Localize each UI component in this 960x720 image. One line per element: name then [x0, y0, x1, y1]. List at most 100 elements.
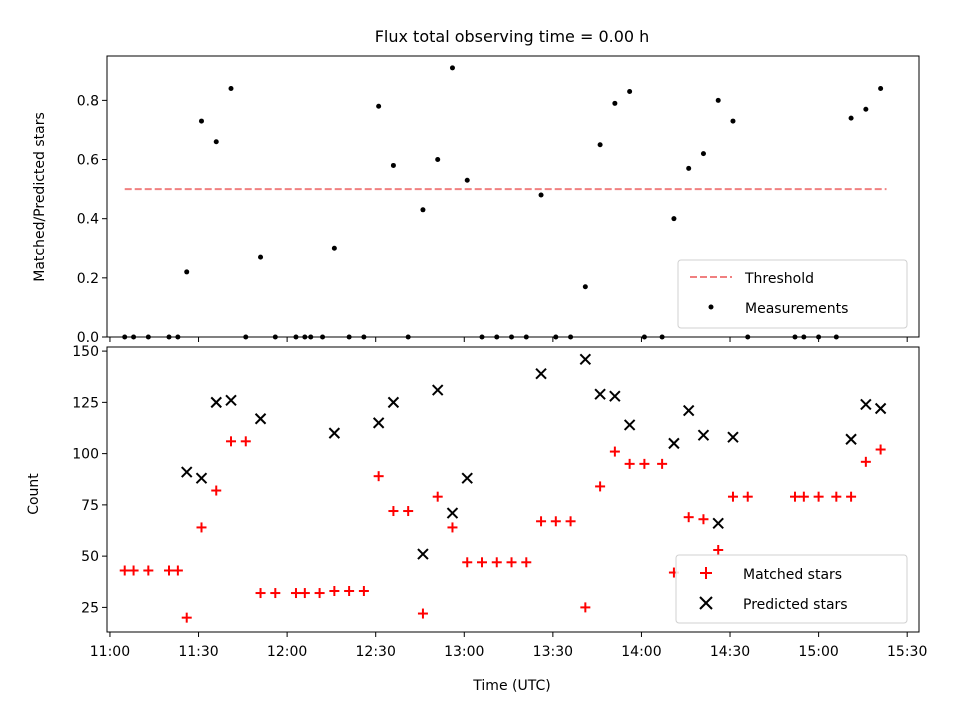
measurement-point: [878, 86, 884, 92]
matched-star-point: [196, 522, 207, 533]
matched-star-point: [860, 456, 871, 467]
matched-star-point: [388, 506, 399, 517]
ratio-marks: [122, 65, 887, 340]
chart-title: Flux total observing time = 0.00 h: [375, 27, 650, 46]
count-y-ticks: 25 50 75 100 125 150: [72, 344, 107, 616]
x-axis-label: Time (UTC): [472, 678, 550, 694]
count-y-tick-label: 125: [72, 395, 99, 411]
count-y-tick-label: 25: [81, 600, 99, 616]
count-x-tick-label: 11:30: [178, 644, 218, 660]
matched-star-point: [119, 565, 130, 576]
legend-predicted-label: Predicted stars: [743, 597, 848, 613]
predicted-star-point: [210, 396, 222, 409]
ratio-y-ticks: 0.0 0.2 0.4 0.6 0.8: [77, 93, 107, 346]
measurement-point: [449, 65, 455, 71]
matched-star-point: [314, 588, 325, 599]
matched-star-point: [299, 588, 310, 599]
predicted-star-point: [712, 517, 724, 530]
measurement-point: [715, 97, 721, 103]
matched-star-point: [432, 491, 443, 502]
ratio-panel: 0.00.20.40.60.8 Matched/Predicted stars …: [32, 55, 920, 346]
measurement-point: [538, 192, 544, 198]
predicted-star-point: [328, 427, 341, 439]
measurement-point: [686, 165, 692, 171]
predicted-star-point: [254, 413, 267, 425]
count-panel: 11:00 11:30 12:00 12:30 13:00 13:30 14:00 14:30…: [26, 344, 927, 694]
count-legend: Matched stars Predicted stars: [675, 554, 908, 624]
predicted-star-point: [387, 396, 400, 409]
ratio-y-tick-label: 0.6: [77, 153, 99, 169]
predicted-star-point: [225, 394, 237, 407]
measurement-point: [863, 106, 869, 112]
count-x-tick-label: 12:00: [267, 644, 307, 660]
count-y-tick-label: 75: [81, 498, 99, 514]
matched-star-point: [550, 516, 561, 527]
predicted-star-point: [860, 398, 872, 411]
predicted-star-point: [682, 404, 695, 417]
count-y-tick-label: 50: [81, 549, 99, 565]
matched-star-point: [462, 557, 473, 568]
ratio-legend: Threshold Measurements: [677, 259, 908, 329]
measurement-point: [464, 177, 470, 183]
measurement-point: [213, 139, 219, 145]
ratio-y-tick-label: 0.8: [77, 93, 99, 109]
measurement-point: [582, 284, 588, 290]
measurement-point: [700, 151, 706, 157]
ratio-panel-frame: [106, 55, 920, 338]
matched-star-point: [698, 514, 709, 525]
measurement-point: [228, 86, 234, 92]
matched-star-point: [580, 602, 591, 613]
matched-star-point: [164, 565, 175, 576]
predicted-star-point: [874, 402, 887, 415]
matched-star-point: [831, 491, 842, 502]
matched-star-point: [506, 557, 517, 568]
legend-measurements-label: Measurements: [745, 301, 848, 317]
measurement-point: [671, 216, 677, 222]
measurement-point: [420, 207, 426, 213]
matched-star-point: [240, 436, 251, 447]
predicted-star-point: [181, 466, 193, 478]
predicted-star-point: [727, 431, 739, 443]
matched-star-point: [255, 588, 266, 599]
predicted-star-point: [446, 507, 459, 519]
matched-star-point: [798, 491, 809, 502]
count-x-tick-label: 13:30: [533, 644, 573, 660]
count-x-tick-label: 14:00: [621, 644, 661, 660]
measurement-point: [184, 269, 190, 275]
predicted-star-point: [668, 437, 680, 450]
matched-star-point: [181, 612, 192, 623]
matched-star-point: [639, 458, 650, 469]
measurement-point: [376, 103, 382, 109]
predicted-star-point: [609, 390, 621, 402]
predicted-star-point: [461, 472, 473, 484]
ratio-y-tick-label: 0.2: [77, 271, 99, 287]
predicted-star-point: [195, 472, 208, 484]
ratio-x-ticks: [109, 337, 908, 342]
matched-star-point: [403, 506, 414, 517]
matched-star-point: [813, 491, 824, 502]
legend-measurements-swatch: [708, 304, 714, 310]
matched-star-point: [373, 471, 384, 482]
count-marks: [119, 353, 887, 623]
ratio-y-tick-label: 0.4: [77, 212, 99, 228]
count-x-tick-label: 12:30: [356, 644, 396, 660]
matched-star-point: [417, 608, 428, 619]
count-legend-box: [675, 554, 908, 624]
matched-star-point: [128, 565, 139, 576]
measurement-point: [612, 100, 618, 106]
ratio-y-tick-label: 0.0: [77, 330, 99, 346]
matched-star-point: [742, 491, 753, 502]
predicted-star-point: [594, 388, 606, 400]
measurement-point: [258, 254, 264, 260]
matched-star-point: [476, 557, 487, 568]
matched-star-point: [211, 485, 222, 496]
matched-star-point: [172, 565, 183, 576]
matched-star-point: [358, 585, 369, 596]
measurement-point: [848, 115, 854, 121]
predicted-star-point: [417, 548, 429, 560]
matched-star-point: [329, 585, 340, 596]
predicted-star-point: [579, 353, 592, 366]
predicted-star-point: [845, 433, 857, 445]
ratio-legend-box: [677, 259, 908, 329]
